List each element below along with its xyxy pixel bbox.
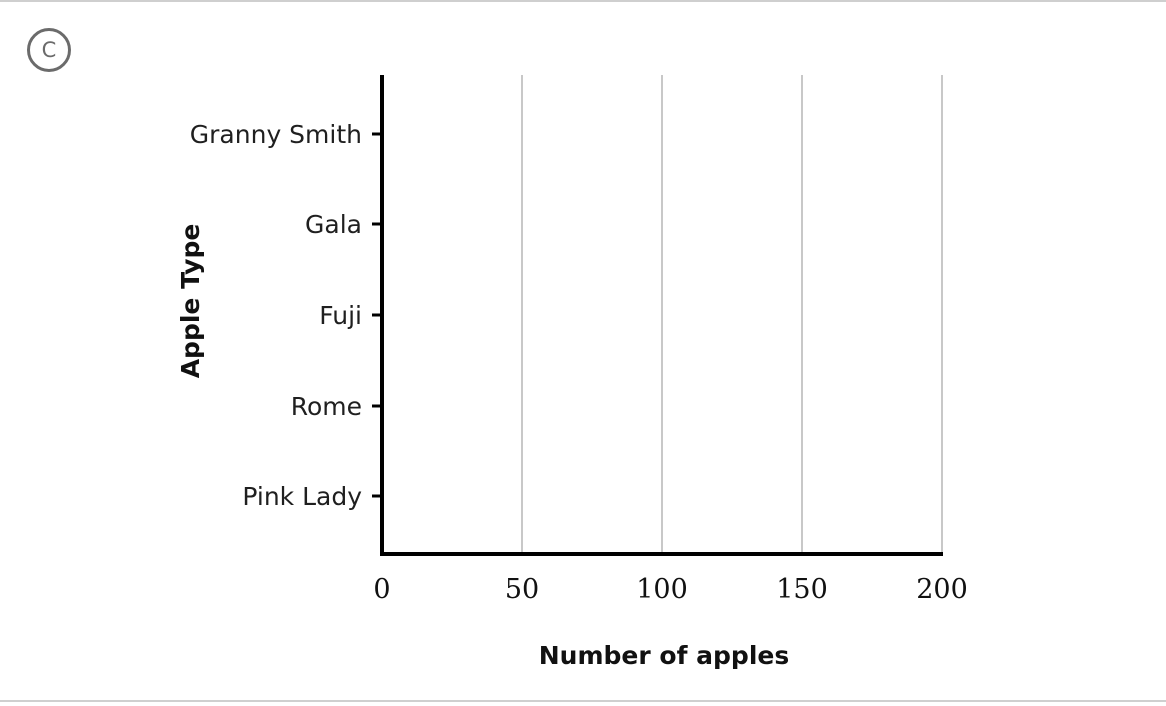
x-tick-label: 100 — [636, 574, 688, 605]
x-tick-label: 150 — [776, 574, 828, 605]
top-divider — [0, 0, 1166, 2]
x-axis-title: Number of apples — [539, 641, 789, 670]
y-tick-label: Fuji — [319, 301, 362, 330]
y-ticks: Granny Smith Gala Fuji Rome Pink Lady — [190, 120, 382, 511]
option-c-badge[interactable]: C — [27, 28, 71, 72]
bottom-divider — [0, 700, 1166, 702]
x-ticks: 0 50 100 150 200 — [373, 574, 967, 605]
y-axis-title: Apple Type — [176, 224, 205, 379]
gridlines — [521, 75, 943, 554]
y-tick-label: Gala — [305, 210, 362, 239]
option-letter: C — [41, 38, 57, 62]
y-tick-label: Rome — [291, 392, 362, 421]
y-tick-label: Pink Lady — [242, 482, 362, 511]
x-tick-label: 200 — [916, 574, 968, 605]
x-tick-label: 0 — [373, 574, 390, 605]
y-tick-label: Granny Smith — [190, 120, 362, 149]
x-tick-label: 50 — [505, 574, 539, 605]
